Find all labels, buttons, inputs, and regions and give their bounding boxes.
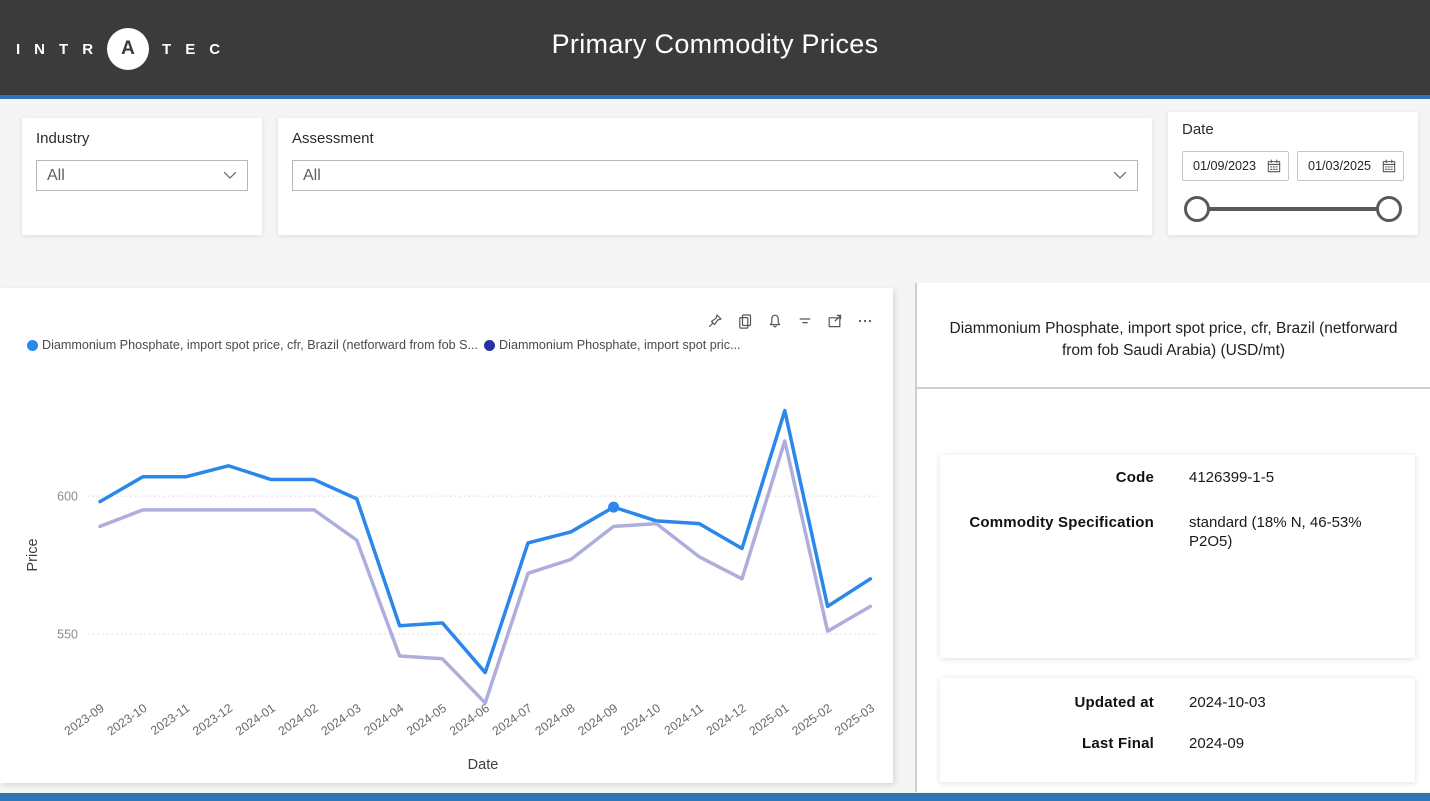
slider-handle-start[interactable] bbox=[1184, 196, 1210, 222]
assessment-filter-card: Assessment All bbox=[278, 118, 1152, 235]
slider-track[interactable] bbox=[1197, 207, 1389, 211]
logo-letter: N bbox=[34, 40, 47, 58]
logo-letter: T bbox=[162, 40, 173, 58]
svg-text:Date: Date bbox=[468, 757, 499, 773]
legend-label-1: Diammonium Phosphate, import spot price,… bbox=[42, 338, 479, 352]
intratec-logo: I N T R A T E C bbox=[16, 28, 221, 70]
svg-text:2024-11: 2024-11 bbox=[662, 701, 706, 738]
code-value: 4126399-1-5 bbox=[1189, 469, 1275, 486]
meta-row-updated: Updated at 2024-10-03 bbox=[964, 694, 1391, 713]
meta-card: Updated at 2024-10-03 Last Final 2024-09 bbox=[940, 678, 1415, 782]
commodity-specification-label: Commodity Specification bbox=[969, 513, 1154, 531]
price-line-chart[interactable]: 6005502023-092023-102023-112023-122024-0… bbox=[22, 365, 892, 777]
app-header: I N T R A T E C Primary Commodity Prices bbox=[0, 0, 1430, 99]
legend-dot-1 bbox=[27, 339, 38, 351]
meta-row-lastfinal: Last Final 2024-09 bbox=[964, 735, 1391, 754]
spec-row-specification: Commodity Specification standard (18% N,… bbox=[964, 514, 1391, 552]
date-end-input[interactable]: 01/03/2025 bbox=[1297, 151, 1404, 181]
assessment-label: Assessment bbox=[292, 130, 374, 147]
spec-row-code: Code 4126399-1-5 bbox=[964, 469, 1391, 488]
logo-a-circle-icon: A bbox=[107, 28, 150, 70]
svg-text:Price: Price bbox=[25, 538, 41, 571]
svg-text:2024-02: 2024-02 bbox=[276, 701, 321, 738]
updated-at-label: Updated at bbox=[1074, 694, 1154, 711]
visual-toolbar bbox=[706, 312, 873, 329]
updated-at-value: 2024-10-03 bbox=[1189, 694, 1266, 711]
svg-text:2025-03: 2025-03 bbox=[832, 701, 877, 738]
commodity-detail-panel: Diammonium Phosphate, import spot price,… bbox=[917, 283, 1430, 792]
svg-text:600: 600 bbox=[57, 490, 78, 504]
assessment-dropdown[interactable]: All bbox=[292, 160, 1138, 191]
code-label: Code bbox=[1115, 469, 1154, 486]
svg-text:2023-09: 2023-09 bbox=[62, 701, 107, 738]
legend-label-2: Diammonium Phosphate, import spot pric..… bbox=[499, 338, 741, 352]
spec-card: Code 4126399-1-5 Commodity Specification… bbox=[940, 455, 1415, 658]
svg-text:2024-10: 2024-10 bbox=[618, 701, 663, 738]
legend-item-1[interactable]: Diammonium Phosphate, import spot price,… bbox=[27, 338, 478, 352]
commodity-specification-value: standard (18% N, 46-53% P2O5) bbox=[1189, 513, 1362, 550]
logo-letter: E bbox=[185, 40, 197, 58]
date-range-slider[interactable] bbox=[1184, 195, 1402, 223]
alert-icon[interactable] bbox=[766, 312, 783, 329]
legend-dot-2 bbox=[484, 339, 496, 351]
date-filter-card: Date 01/09/2023 01/03/2025 bbox=[1168, 112, 1418, 235]
slider-handle-end[interactable] bbox=[1376, 196, 1402, 222]
copy-icon[interactable] bbox=[736, 312, 753, 329]
industry-filter-card: Industry All bbox=[22, 118, 262, 235]
chevron-down-icon bbox=[1113, 171, 1127, 179]
date-start-input[interactable]: 01/09/2023 bbox=[1182, 151, 1289, 181]
last-final-value: 2024-09 bbox=[1189, 734, 1245, 752]
logo-letter: R bbox=[82, 40, 95, 58]
price-chart-card: Diammonium Phosphate, import spot price,… bbox=[0, 288, 893, 783]
chart-legend: Diammonium Phosphate, import spot price,… bbox=[27, 338, 741, 352]
industry-label: Industry bbox=[36, 130, 90, 147]
svg-text:550: 550 bbox=[57, 627, 78, 641]
pin-icon[interactable] bbox=[706, 312, 723, 329]
assessment-value: All bbox=[303, 166, 321, 184]
chevron-down-icon bbox=[223, 171, 237, 179]
svg-text:2024-05: 2024-05 bbox=[404, 701, 449, 738]
bottom-accent-bar bbox=[0, 793, 1430, 801]
date-end-value: 01/03/2025 bbox=[1308, 159, 1372, 173]
svg-text:2025-01: 2025-01 bbox=[747, 701, 792, 738]
logo-letter: I bbox=[16, 40, 22, 58]
page-title: Primary Commodity Prices bbox=[551, 29, 879, 59]
logo-letter: C bbox=[209, 40, 222, 58]
svg-text:2023-11: 2023-11 bbox=[148, 701, 192, 738]
date-start-value: 01/09/2023 bbox=[1193, 159, 1257, 173]
svg-text:2024-06: 2024-06 bbox=[447, 701, 492, 738]
svg-text:2024-03: 2024-03 bbox=[319, 701, 364, 738]
svg-text:2024-04: 2024-04 bbox=[361, 701, 406, 738]
detail-divider bbox=[917, 387, 1430, 389]
focus-mode-icon[interactable] bbox=[826, 312, 843, 329]
calendar-icon bbox=[1382, 159, 1396, 173]
filter-icon[interactable] bbox=[796, 312, 813, 329]
svg-text:2023-10: 2023-10 bbox=[105, 701, 150, 738]
svg-text:2024-07: 2024-07 bbox=[490, 701, 535, 738]
industry-value: All bbox=[47, 166, 65, 184]
svg-text:2024-09: 2024-09 bbox=[575, 701, 620, 738]
panel-divider bbox=[915, 283, 917, 792]
svg-text:2025-02: 2025-02 bbox=[789, 701, 834, 738]
more-options-icon[interactable] bbox=[856, 312, 873, 329]
logo-letter: T bbox=[59, 40, 70, 58]
svg-text:2024-12: 2024-12 bbox=[704, 701, 749, 738]
svg-text:2023-12: 2023-12 bbox=[190, 701, 235, 738]
commodity-title: Diammonium Phosphate, import spot price,… bbox=[949, 320, 1398, 360]
legend-item-2[interactable]: Diammonium Phosphate, import spot pric..… bbox=[484, 338, 741, 352]
calendar-icon bbox=[1267, 159, 1281, 173]
last-final-label: Last Final bbox=[1081, 734, 1154, 752]
date-label: Date bbox=[1182, 121, 1214, 138]
svg-text:2024-08: 2024-08 bbox=[533, 701, 578, 738]
industry-dropdown[interactable]: All bbox=[36, 160, 248, 191]
svg-text:2024-01: 2024-01 bbox=[233, 701, 278, 738]
